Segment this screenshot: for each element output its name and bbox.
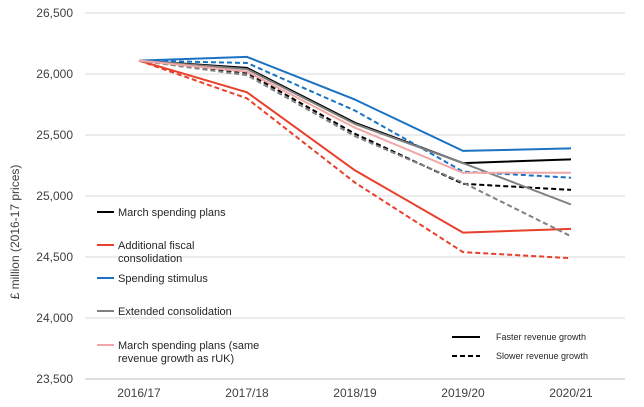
line-style-legend: Faster revenue growth Slower revenue grow… xyxy=(452,332,588,361)
style-legend-label: Slower revenue growth xyxy=(496,351,588,361)
series-line xyxy=(138,59,572,165)
legend-label: March spending plans (same xyxy=(118,340,259,352)
legend-label: March spending plans xyxy=(118,207,226,219)
legend-label: Extended consolidation xyxy=(118,306,232,318)
series-lines xyxy=(138,55,572,260)
y-tick-label: 24,500 xyxy=(36,250,73,264)
series-line xyxy=(138,59,572,260)
y-tick-label: 25,500 xyxy=(36,128,73,142)
gridlines xyxy=(85,12,625,380)
legend-label: Spending stimulus xyxy=(118,273,208,285)
legend-label: Additional fiscal xyxy=(118,240,194,252)
legend: March spending plans Additional fiscalcon… xyxy=(97,207,259,365)
series-line xyxy=(138,59,571,174)
y-tick-label: 25,000 xyxy=(36,189,73,203)
style-legend-label: Faster revenue growth xyxy=(496,332,586,342)
y-axis-label: £ million (2016-17 prices) xyxy=(8,165,22,300)
y-tick-label: 26,000 xyxy=(36,67,73,81)
legend-label: consolidation xyxy=(118,253,182,265)
legend-label: revenue growth as rUK) xyxy=(118,353,234,365)
x-tick-label: 2019/20 xyxy=(441,386,485,400)
y-axis-ticks: 23,500 24,000 24,500 25,000 25,500 26,000 26,5… xyxy=(36,6,73,386)
x-tick-label: 2017/18 xyxy=(225,386,269,400)
x-tick-label: 2018/19 xyxy=(333,386,377,400)
y-tick-label: 23,500 xyxy=(36,372,73,386)
series-line xyxy=(138,59,572,206)
x-tick-label: 2016/17 xyxy=(117,386,161,400)
x-tick-label: 2020/21 xyxy=(549,386,593,400)
series-line xyxy=(138,55,572,152)
series-line xyxy=(138,59,572,234)
y-tick-label: 24,000 xyxy=(36,311,73,325)
series-line xyxy=(138,59,572,238)
y-tick-label: 26,500 xyxy=(36,6,73,20)
series-line xyxy=(138,59,572,179)
x-axis-ticks: 2016/17 2017/18 2018/19 2019/20 2020/21 xyxy=(117,386,593,400)
